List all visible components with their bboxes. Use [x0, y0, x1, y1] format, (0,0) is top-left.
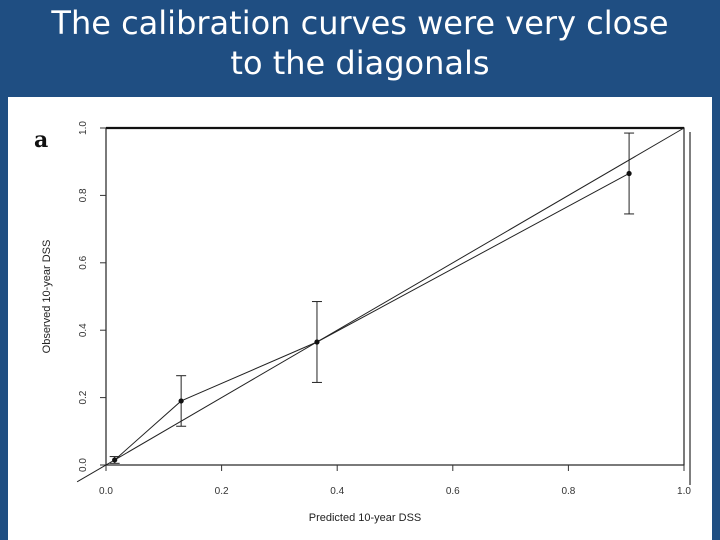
x-axis-title: Predicted 10-year DSS: [309, 512, 422, 524]
y-tick-label: 0.0: [78, 458, 89, 472]
slide-title: The calibration curves were very close t…: [0, 0, 720, 96]
slide-title-line-2: to the diagonals: [230, 44, 490, 82]
x-tick-label: 0.0: [99, 486, 113, 497]
data-point: [112, 457, 118, 463]
y-tick-label: 0.2: [78, 390, 89, 404]
calibration-curve: [114, 173, 630, 461]
y-tick-label: 0.4: [78, 323, 89, 337]
diagonal-reference-line: [76, 127, 685, 483]
data-point: [626, 170, 632, 177]
calibration-figure: a 0.0 0.2 0.4 0.6 0.8 1.0 0.0 0.2 0.4 0.6 0.8 1.0 Pr…: [8, 97, 712, 540]
slide-title-line-1: The calibration curves were very close: [51, 4, 669, 42]
y-axis-title: Observed 10-year DSS: [41, 240, 53, 354]
calibration-plot: 0.0 0.2 0.4 0.6 0.8 1.0 0.0 0.2 0.4 0.6 0.8 1.0 Pred…: [41, 121, 691, 524]
x-tick-label: 1.0: [677, 486, 691, 497]
panel-label: a: [34, 127, 49, 153]
data-point: [178, 398, 184, 404]
y-tick-label: 0.6: [78, 255, 89, 269]
x-tick-label: 0.4: [330, 486, 344, 497]
data-point: [314, 339, 320, 345]
x-tick-label: 0.2: [215, 486, 229, 497]
y-tick-label: 0.8: [78, 188, 89, 202]
y-tick-label: 1.0: [78, 121, 89, 135]
x-tick-label: 0.8: [561, 486, 575, 497]
x-tick-label: 0.6: [446, 486, 460, 497]
